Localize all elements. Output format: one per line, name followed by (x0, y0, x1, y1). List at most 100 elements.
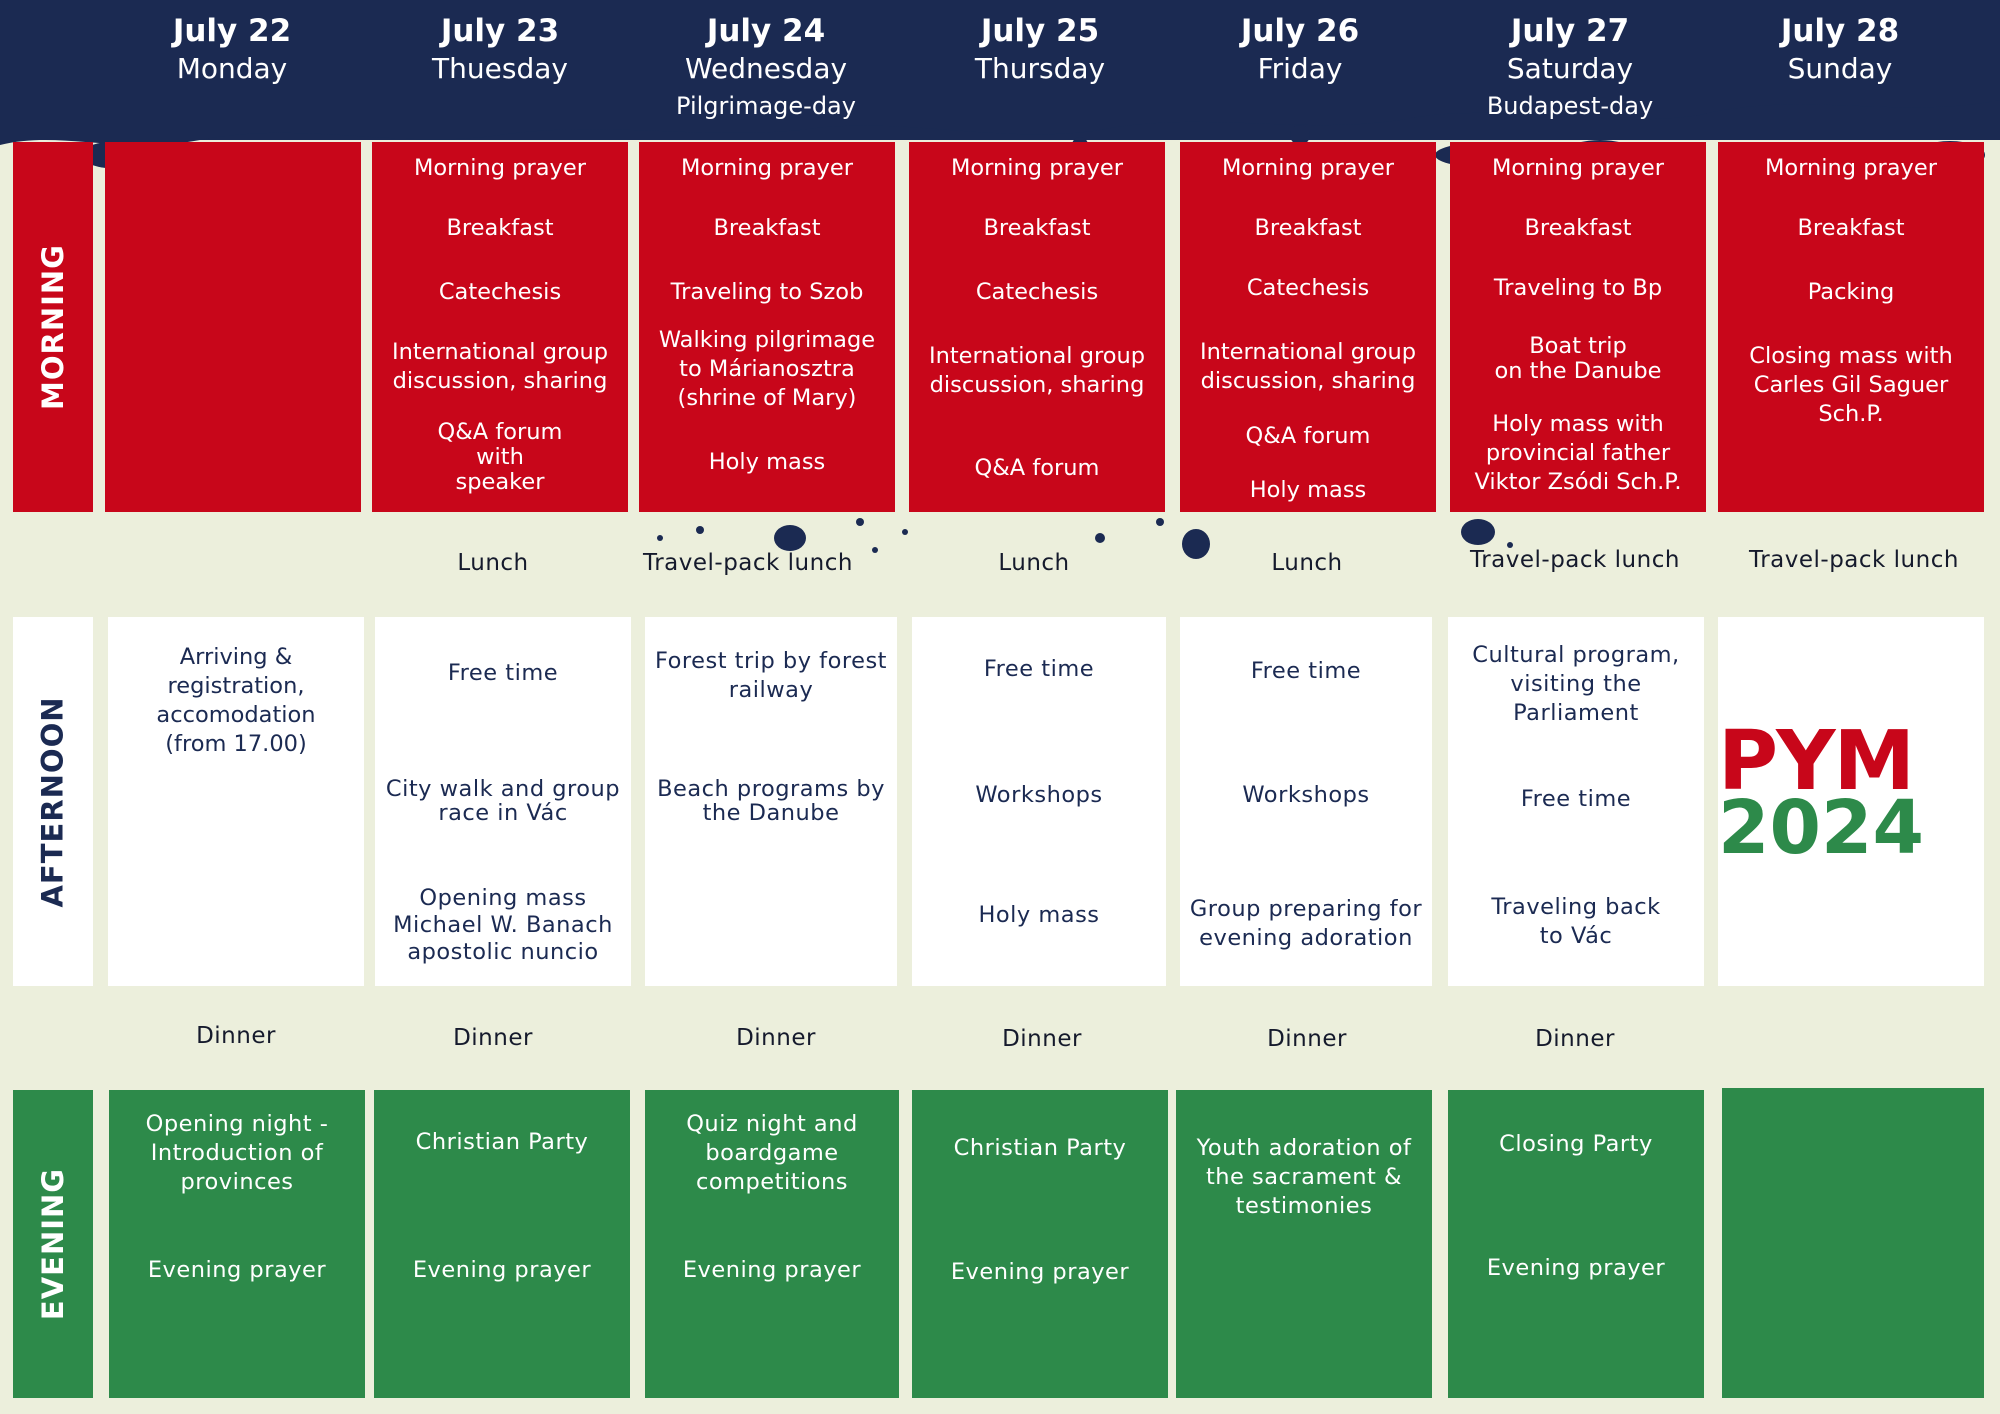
activity: Workshops (1242, 782, 1370, 808)
evening-cell-1: Opening night - Introduction of province… (109, 1090, 365, 1398)
activity: Forest trip by forest railway (654, 648, 888, 703)
activity: Evening prayer (412, 1257, 592, 1283)
morning-label-text: MORNING (36, 244, 71, 410)
activity: Evening prayer (950, 1259, 1130, 1285)
day-header-6: July 27 Saturday Budapest-day (1450, 12, 1690, 124)
activity: Free time (1250, 658, 1362, 684)
day-date: July 27 (1510, 13, 1630, 49)
activity: Workshops (975, 782, 1103, 808)
evening-cell-5: Youth adoration of the sacrament & testi… (1176, 1090, 1432, 1398)
evening-cell-7 (1722, 1088, 1984, 1398)
activity: Morning prayer (414, 155, 586, 181)
activity: Breakfast (1254, 215, 1362, 241)
activity: Arriving & registration, accomodation (f… (156, 644, 316, 757)
day-header-4: July 25 Thursday (920, 12, 1160, 88)
dinner-label-1: Dinner (196, 1023, 276, 1049)
evening-cell-6: Closing Party Evening prayer (1448, 1090, 1704, 1398)
activity: Breakfast (1524, 215, 1632, 241)
activity: Group preparing for evening adoration (1189, 896, 1423, 951)
afternoon-cell-1: Arriving & registration, accomodation (f… (108, 617, 364, 986)
day-name: Saturday (1506, 52, 1634, 85)
activity: Youth adoration of the sacrament & testi… (1196, 1135, 1412, 1219)
activity: Walking pilgrimage to Márianosztra (shri… (658, 327, 876, 411)
afternoon-label: AFTERNOON (13, 617, 93, 986)
activity: Traveling to Szob (670, 279, 864, 305)
activity: Free time (447, 660, 559, 686)
activity: City walk and group race in Vác (385, 776, 621, 826)
activity: International group discussion, sharing (1199, 339, 1417, 394)
evening-cell-4: Christian Party Evening prayer (912, 1090, 1168, 1398)
activity: Free time (1520, 786, 1632, 812)
day-subtitle: Budapest-day (1486, 92, 1654, 120)
activity: Q&A forum (974, 455, 1100, 481)
activity: Closing Party (1499, 1131, 1653, 1157)
activity: Christian Party (953, 1135, 1127, 1161)
day-header-1: July 22 Monday (112, 12, 352, 88)
dinner-label-2: Dinner (453, 1025, 533, 1051)
day-subtitle: Pilgrimage-day (676, 92, 856, 120)
lunch-label-4: Lunch (998, 550, 1070, 576)
activity: International group discussion, sharing (928, 343, 1146, 398)
activity: Beach programs by the Danube (657, 776, 885, 826)
evening-cell-2: Christian Party Evening prayer (374, 1090, 630, 1398)
day-date: July 28 (1780, 13, 1900, 49)
morning-cell-1 (105, 142, 361, 512)
day-name: Thursday (974, 52, 1106, 85)
activity: Breakfast (1797, 215, 1905, 241)
activity: Cultural program, visiting the Parliamen… (1472, 642, 1680, 726)
afternoon-cell-7 (1718, 617, 1984, 986)
day-header-2: July 23 Thuesday (380, 12, 620, 88)
lunch-label-7: Travel-pack lunch (1749, 547, 1959, 573)
evening-label: EVENING (13, 1090, 93, 1398)
activity: Traveling to Bp (1493, 275, 1663, 301)
activity: Morning prayer (951, 155, 1123, 181)
day-date: July 25 (980, 13, 1100, 49)
activity: Packing (1807, 279, 1895, 305)
day-date: July 23 (440, 13, 560, 49)
activity: Quiz night and boardgame competitions (686, 1111, 858, 1195)
day-name: Wednesday (684, 52, 848, 85)
day-date: July 26 (1240, 13, 1360, 49)
activity: Evening prayer (682, 1257, 862, 1283)
activity: Closing mass with Carles Gil Saguer Sch.… (1749, 343, 1953, 427)
afternoon-cell-5: Free time Workshops Group preparing for … (1180, 617, 1432, 986)
afternoon-cell-3: Forest trip by forest railway Beach prog… (645, 617, 897, 986)
activity: Opening mass Michael W. Banach apostolic… (393, 885, 613, 965)
day-name: Sunday (1787, 52, 1893, 85)
activity: Catechesis (438, 279, 562, 305)
day-date: July 22 (172, 13, 292, 49)
activity: Catechesis (1246, 275, 1370, 301)
evening-cell-3: Quiz night and boardgame competitions Ev… (645, 1090, 899, 1398)
activity: Evening prayer (1486, 1255, 1666, 1281)
dinner-label-4: Dinner (1002, 1026, 1082, 1052)
activity: Free time (983, 656, 1095, 682)
morning-cell-4: Morning prayer Breakfast Catechesis Inte… (909, 142, 1165, 512)
day-name: Monday (176, 52, 288, 85)
morning-cell-5: Morning prayer Breakfast Catechesis Inte… (1180, 142, 1436, 512)
activity: Catechesis (975, 279, 1099, 305)
day-name: Friday (1257, 52, 1343, 85)
activity: Holy mass with provincial father Viktor … (1474, 411, 1682, 495)
activity: Morning prayer (1765, 155, 1937, 181)
activity: Breakfast (983, 215, 1091, 241)
activity: Holy mass (708, 449, 826, 475)
morning-cell-6: Morning prayer Breakfast Traveling to Bp… (1450, 142, 1706, 512)
pym-2024-logo: PYM 2024 (1718, 720, 1958, 869)
activity: Christian Party (415, 1129, 589, 1155)
activity: Morning prayer (1222, 155, 1394, 181)
activity: Breakfast (446, 215, 554, 241)
activity: Morning prayer (1492, 155, 1664, 181)
activity: Holy mass (978, 902, 1100, 928)
afternoon-cell-4: Free time Workshops Holy mass (912, 617, 1166, 986)
activity: International group discussion, sharing (391, 339, 609, 394)
dinner-label-5: Dinner (1267, 1026, 1347, 1052)
day-header-5: July 26 Friday (1180, 12, 1420, 88)
day-name: Thuesday (432, 52, 568, 85)
activity: Q&A forum (1245, 423, 1371, 449)
day-header-7: July 28 Sunday (1720, 12, 1960, 88)
activity: Opening night - Introduction of province… (145, 1111, 329, 1195)
lunch-label-3: Travel-pack lunch (643, 550, 853, 576)
morning-cell-2: Morning prayer Breakfast Catechesis Inte… (372, 142, 628, 512)
day-header-3: July 24 Wednesday Pilgrimage-day (646, 12, 886, 124)
activity: Morning prayer (681, 155, 853, 181)
